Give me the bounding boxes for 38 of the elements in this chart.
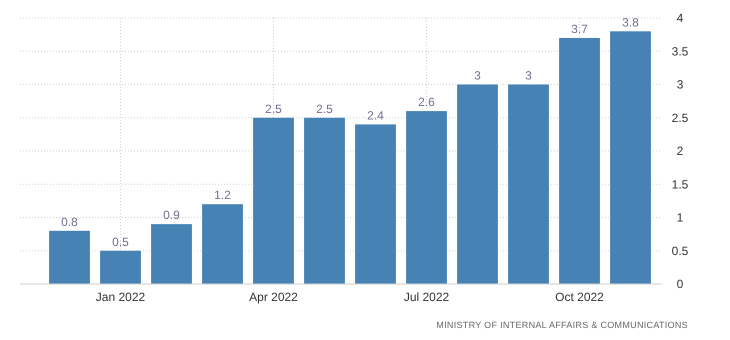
data-label: 3	[525, 68, 532, 82]
bar	[253, 118, 294, 284]
y-tick-label: 3.5	[672, 44, 689, 58]
bar	[100, 250, 141, 284]
bar	[559, 38, 600, 284]
y-tick-label: 2	[676, 144, 684, 158]
x-tick-label: Oct 2022	[555, 290, 604, 304]
data-label: 2.5	[265, 102, 282, 116]
x-tick-label: Jan 2022	[96, 290, 146, 304]
data-label: 2.6	[418, 95, 436, 110]
bar	[304, 118, 345, 284]
bar	[457, 84, 498, 284]
x-tick-label: Apr 2022	[249, 290, 298, 304]
x-tick-label: Jul 2022	[404, 290, 450, 304]
y-tick-label: 0	[676, 277, 684, 292]
y-tick-label: 3	[676, 78, 684, 92]
text: MINISTRY OF INTERNAL AFFAIRS & COMMUNICATIONS	[436, 320, 688, 330]
y-tick-label: 1	[676, 210, 684, 225]
data-label: 3.8	[622, 15, 640, 30]
data-label: 1.2	[214, 188, 232, 202]
bar	[151, 224, 192, 284]
data-label: 2.5	[316, 102, 334, 116]
data-label: 0.8	[61, 214, 78, 229]
y-tick-label: 4	[676, 11, 684, 26]
y-tick-label: 0.5	[672, 244, 689, 258]
y-tick-label: 2.5	[672, 110, 689, 125]
data-label: 0.5	[112, 234, 130, 249]
bar	[202, 204, 243, 284]
bar	[406, 111, 447, 284]
bar	[49, 230, 90, 284]
bar	[355, 124, 396, 284]
data-label: 3	[474, 68, 482, 82]
data-label: 0.9	[163, 208, 180, 222]
data-label: 3.7	[571, 22, 588, 36]
bar	[610, 31, 651, 284]
y-tick-label: 1.5	[672, 177, 689, 192]
data-label: 2.4	[367, 108, 384, 122]
bar	[508, 84, 549, 284]
